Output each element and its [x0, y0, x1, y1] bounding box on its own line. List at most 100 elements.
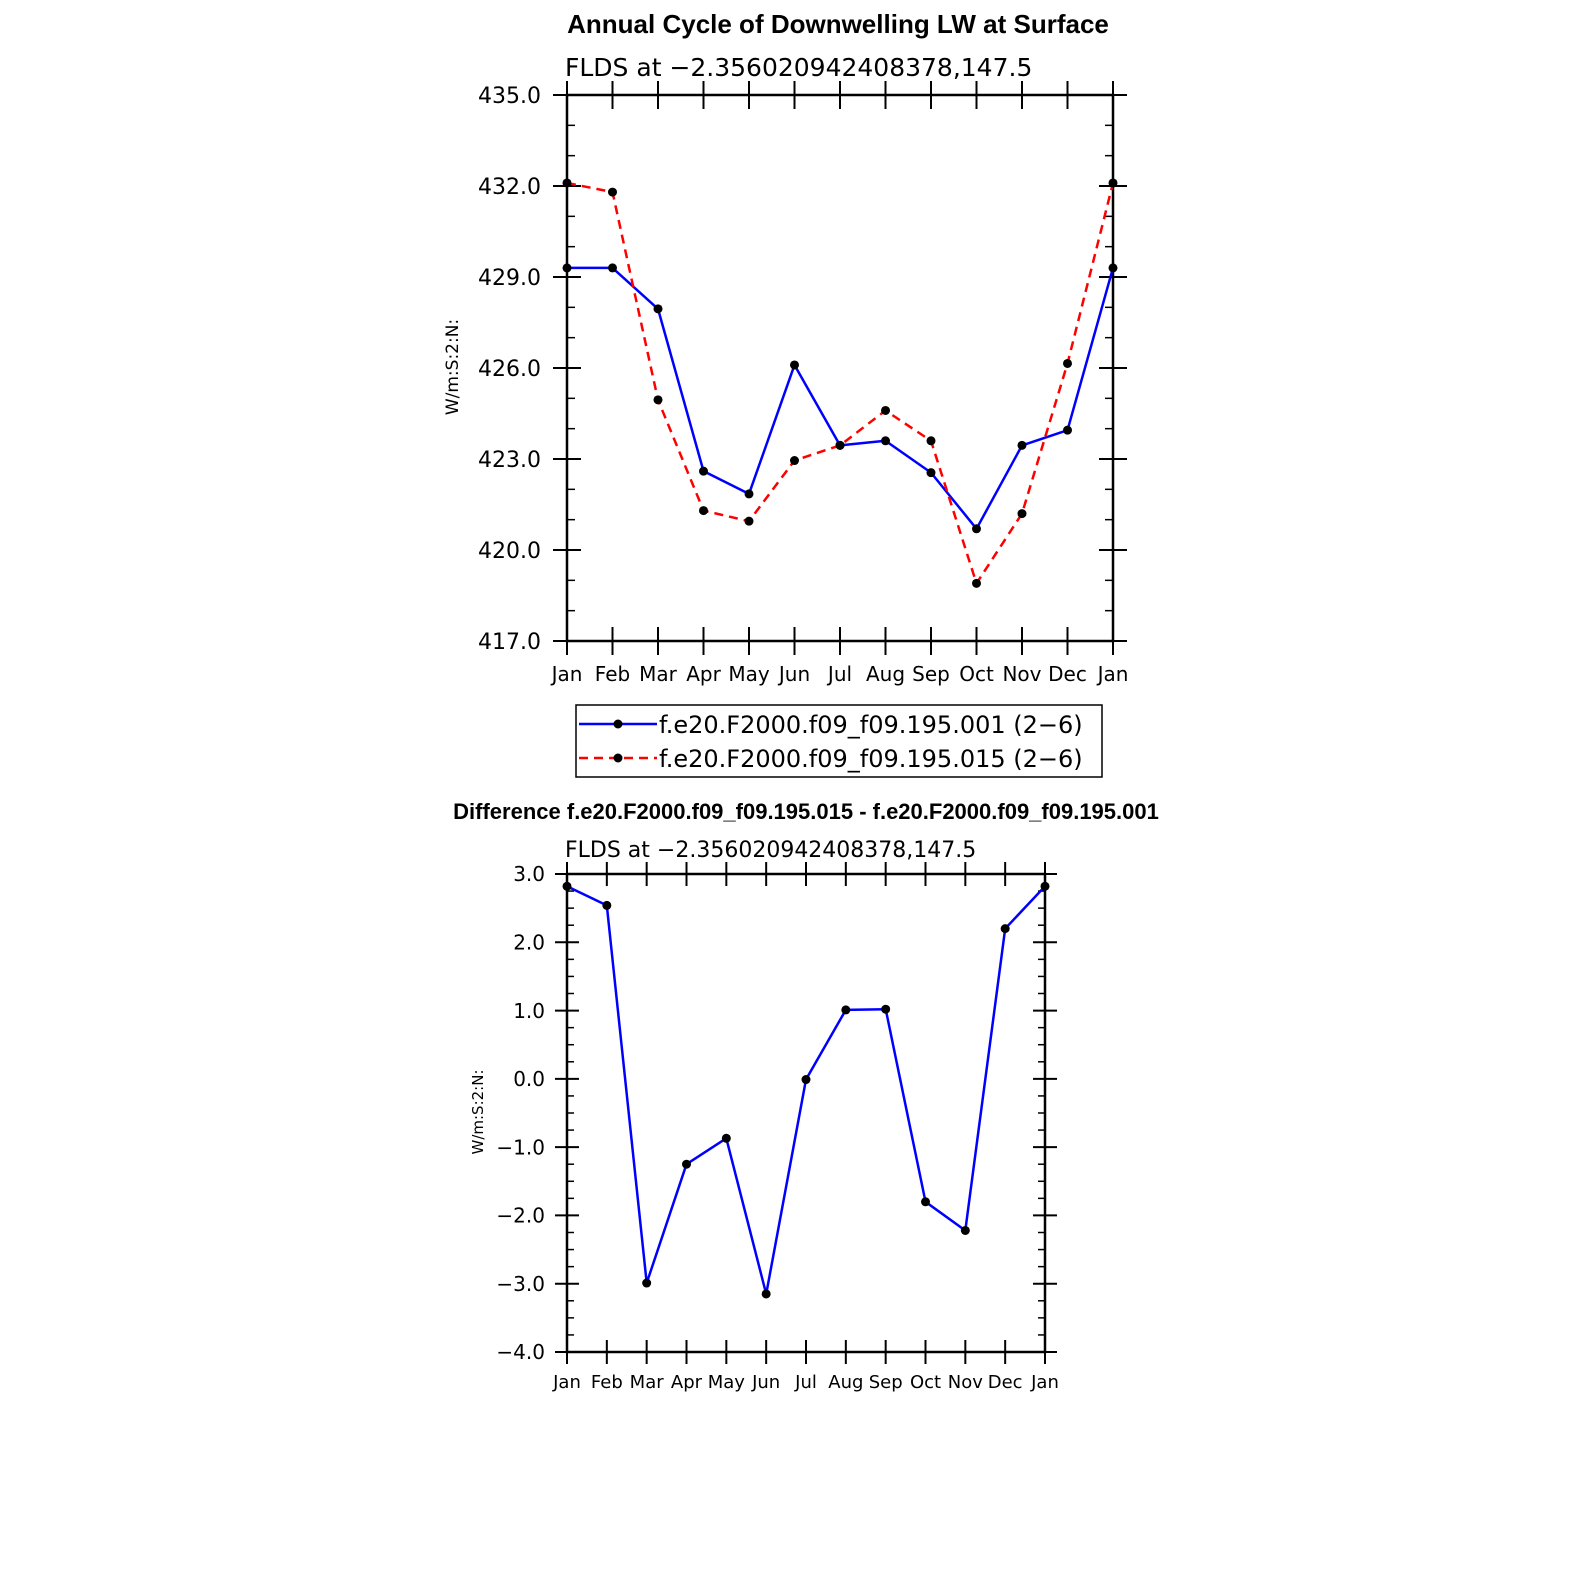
- top-series-1-point: [972, 524, 981, 534]
- top-x-tick-label: May: [728, 662, 770, 686]
- top-x-tick-label: Nov: [1002, 662, 1041, 686]
- top-x-tick-label: Jun: [777, 662, 810, 686]
- top-series-1-point: [608, 263, 617, 273]
- top-series-1-point: [1063, 425, 1072, 435]
- bottom-plot-frame: [565, 872, 1047, 1354]
- bottom-series-1-line: [566, 885, 1046, 1296]
- top-series-2-point: [699, 506, 708, 516]
- top-series-2-point: [562, 178, 572, 188]
- top-series-1-point: [1108, 263, 1118, 273]
- top-y-tick-label: 429.0: [478, 266, 541, 291]
- bottom-series-1-point: [841, 1005, 851, 1015]
- bottom-series-1-point: [562, 881, 572, 891]
- top-y-tick-label: 432.0: [478, 175, 541, 200]
- bottom-chart-y-axis-label: W/m:S:2:N:: [469, 1070, 487, 1155]
- top-series-2-point: [744, 516, 754, 526]
- top-series-2-point: [835, 440, 845, 450]
- bottom-x-tick-label: Oct: [910, 1372, 941, 1393]
- top-chart-axes: 417.0 420.0 423.0 426.0 429.0 432.0 435.0 Jan Fe…: [478, 81, 1128, 686]
- top-series-2-point: [926, 436, 936, 446]
- top-series-2-point: [1017, 509, 1027, 519]
- bottom-x-tick-label: Sep: [869, 1372, 903, 1393]
- top-chart: Annual Cycle of Downwelling LW at Surfac…: [443, 9, 1128, 778]
- bottom-x-tick-label: Aug: [828, 1372, 863, 1393]
- legend-marker-series-1: [613, 719, 623, 729]
- top-x-tick-label: Apr: [686, 662, 721, 686]
- top-y-tick-label: 435.0: [478, 84, 541, 109]
- bottom-y-tick-label: −2.0: [496, 1204, 545, 1228]
- bottom-y-tick-label: 1.0: [513, 999, 545, 1023]
- top-series-1-point: [562, 263, 572, 273]
- top-plot-frame: [565, 93, 1115, 643]
- legend-label-series-1: f.e20.F2000.f09_f09.195.001 (2−6): [659, 711, 1083, 739]
- legend-label-series-2: f.e20.F2000.f09_f09.195.015 (2−6): [659, 745, 1083, 773]
- top-chart-title: Annual Cycle of Downwelling LW at Surfac…: [567, 9, 1109, 39]
- top-series-1-point: [881, 436, 890, 446]
- bottom-y-tick-label: −3.0: [496, 1272, 545, 1296]
- bottom-series-1-point: [960, 1225, 970, 1235]
- bottom-x-tick-label: Jan: [1030, 1372, 1059, 1393]
- bottom-y-tick-label: −4.0: [496, 1340, 545, 1364]
- bottom-x-tick-label: Feb: [591, 1372, 623, 1393]
- bottom-chart-title: Difference f.e20.F2000.f09_f09.195.015 -…: [453, 799, 1159, 824]
- top-chart-series-layer: [562, 178, 1118, 588]
- top-x-tick-label: Jan: [550, 662, 583, 686]
- top-series-1-point: [1017, 440, 1027, 450]
- bottom-y-tick-label: 3.0: [513, 862, 545, 886]
- bottom-series-1-point: [1040, 881, 1050, 891]
- legend-box: [575, 704, 1103, 778]
- top-y-tick-label: 426.0: [478, 357, 541, 382]
- top-x-tick-label: Oct: [959, 662, 994, 686]
- top-x-tick-label: Sep: [912, 662, 950, 686]
- bottom-series-1-point: [721, 1133, 731, 1143]
- top-y-tick-label: 423.0: [478, 448, 541, 473]
- top-series-2-point: [881, 405, 890, 415]
- top-series-1-point: [699, 466, 708, 476]
- bottom-y-tick-label: 2.0: [513, 930, 545, 954]
- bottom-chart: Difference f.e20.F2000.f09_f09.195.015 -…: [453, 799, 1159, 1393]
- bottom-series-1-point: [761, 1289, 771, 1299]
- top-chart-subtitle: FLDS at −2.356020942408378,147.5: [565, 53, 1032, 82]
- bottom-series-1-point: [881, 1004, 891, 1014]
- bottom-chart-axes: −4.0 −3.0 −2.0 −1.0 0.0 1.0 2.0 3.0 Jan Feb Mar Apr…: [496, 862, 1059, 1393]
- bottom-x-tick-label: Jun: [751, 1372, 780, 1393]
- bottom-x-tick-label: Mar: [630, 1372, 665, 1393]
- bottom-series-1-point: [682, 1159, 691, 1169]
- bottom-x-tick-label: May: [708, 1372, 746, 1393]
- top-series-1-point: [926, 468, 936, 478]
- top-chart-y-axis-label: W/m:S:2:N:: [443, 319, 463, 415]
- top-x-tick-label: Dec: [1048, 662, 1087, 686]
- top-series-1-line: [567, 266, 1115, 531]
- bottom-x-tick-label: Apr: [671, 1372, 703, 1393]
- top-x-tick-label: Aug: [866, 662, 905, 686]
- bottom-series-1-point: [642, 1278, 652, 1288]
- bottom-chart-subtitle: FLDS at −2.356020942408378,147.5: [565, 838, 976, 863]
- top-series-2-point: [972, 578, 981, 588]
- legend-marker-series-2: [613, 753, 623, 763]
- top-x-tick-label: Feb: [595, 662, 630, 686]
- top-chart-legend: f.e20.F2000.f09_f09.195.001 (2−6) f.e20.…: [575, 704, 1103, 778]
- top-series-2-point: [608, 187, 617, 197]
- top-series-1-point: [790, 360, 799, 370]
- top-series-2-point: [1063, 358, 1072, 368]
- top-x-tick-label: Jul: [826, 662, 852, 686]
- bottom-x-tick-label: Jul: [794, 1372, 817, 1393]
- bottom-x-tick-label: Jan: [552, 1372, 581, 1393]
- top-y-tick-label: 417.0: [478, 630, 541, 655]
- top-series-1-point: [653, 304, 663, 314]
- top-series-2-point: [790, 456, 799, 466]
- bottom-series-1-point: [921, 1197, 930, 1207]
- top-series-2-point: [1108, 178, 1118, 188]
- bottom-chart-series-layer: [562, 881, 1050, 1299]
- top-x-tick-label: Mar: [639, 662, 678, 686]
- bottom-series-1-point: [801, 1075, 811, 1085]
- bottom-y-tick-label: 0.0: [513, 1067, 545, 1091]
- bottom-x-tick-label: Dec: [988, 1372, 1023, 1393]
- top-x-tick-label: Jan: [1096, 662, 1129, 686]
- bottom-y-tick-label: −1.0: [496, 1135, 545, 1159]
- top-series-2-line: [566, 181, 1115, 585]
- bottom-series-1-point: [1000, 924, 1010, 934]
- top-series-1-point: [744, 489, 754, 499]
- bottom-series-1-point: [602, 900, 612, 910]
